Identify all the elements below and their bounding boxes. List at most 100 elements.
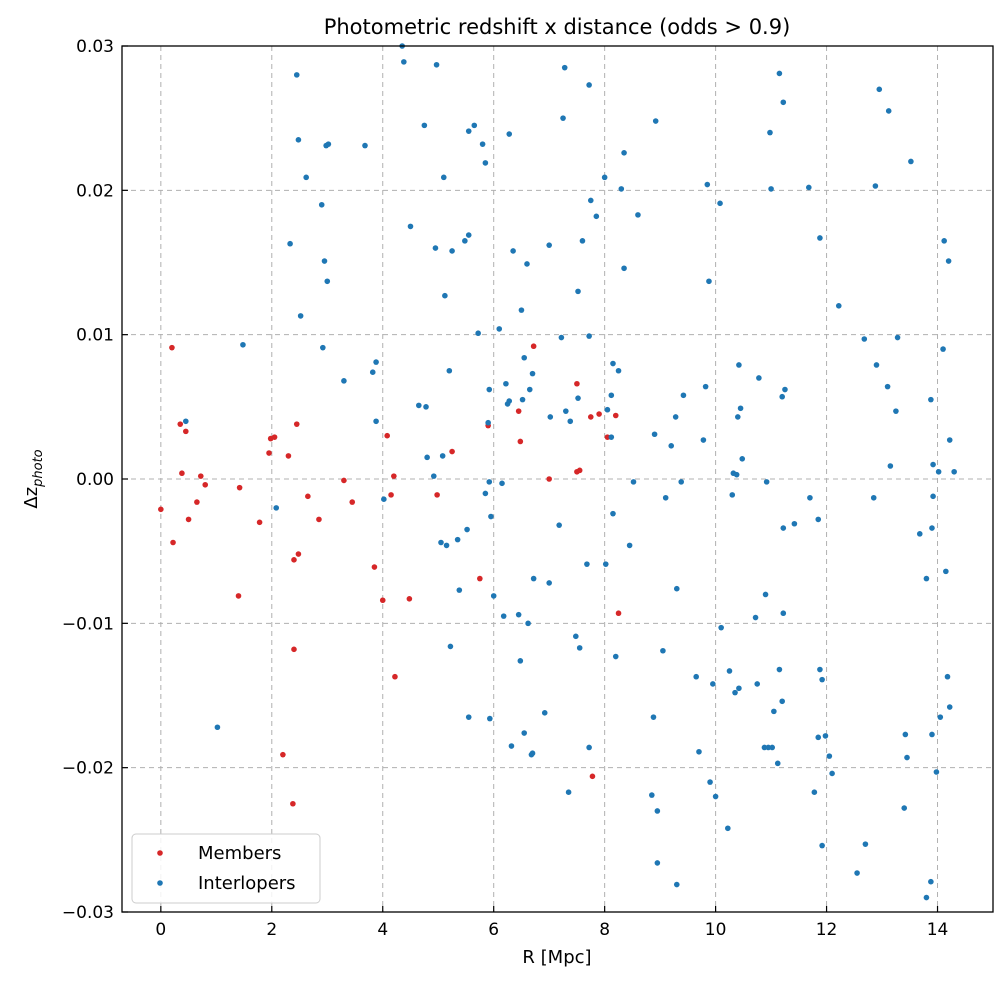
scatter-point bbox=[369, 369, 376, 375]
grid bbox=[122, 46, 993, 912]
scatter-point bbox=[271, 434, 278, 440]
scatter-point bbox=[887, 463, 894, 469]
scatter-point bbox=[421, 122, 428, 129]
y-tick-label: −0.02 bbox=[62, 759, 114, 779]
scatter-point bbox=[341, 477, 347, 484]
scatter-point bbox=[817, 235, 823, 241]
scatter-point bbox=[406, 595, 413, 602]
scatter-point bbox=[673, 881, 680, 888]
scatter-point bbox=[946, 704, 953, 710]
scatter-point bbox=[236, 484, 243, 491]
y-tick-label: 0.00 bbox=[76, 470, 114, 490]
scatter-point bbox=[923, 894, 930, 901]
scatter-point bbox=[574, 380, 580, 387]
scatter-point bbox=[729, 492, 736, 498]
scatter-point bbox=[650, 714, 657, 720]
axis-ticks: 0 2 4 6 8 10 12 14 −0.03 −0.02 −0.01 0.00 0.01 0.02 0.… bbox=[62, 37, 948, 940]
scatter-point bbox=[290, 800, 296, 807]
scatter-point bbox=[170, 539, 176, 546]
scatter-point bbox=[185, 516, 192, 523]
legend-box bbox=[131, 833, 321, 904]
scatter-point bbox=[182, 418, 189, 425]
scatter-point bbox=[602, 561, 609, 567]
scatter-point bbox=[440, 174, 447, 181]
scatter-point bbox=[384, 432, 390, 439]
scatter-point bbox=[612, 412, 619, 419]
scatter-point bbox=[177, 421, 184, 427]
scatter-point bbox=[434, 492, 440, 498]
scatter-point bbox=[586, 333, 592, 339]
scatter-point bbox=[928, 396, 934, 403]
scatter-point bbox=[630, 479, 637, 485]
scatter-point bbox=[754, 681, 761, 687]
legend: Members Interlopers bbox=[131, 833, 321, 904]
scatter-point bbox=[780, 99, 787, 106]
scatter-point bbox=[862, 841, 869, 847]
scatter-point bbox=[407, 223, 414, 230]
scatter-point bbox=[736, 362, 742, 368]
scatter-point bbox=[943, 568, 949, 575]
scatter-point bbox=[510, 248, 516, 254]
scatter-point bbox=[515, 611, 522, 618]
scatter-point bbox=[517, 438, 524, 445]
scatter-point bbox=[579, 238, 586, 244]
data-points bbox=[158, 43, 957, 901]
scatter-point bbox=[446, 367, 453, 374]
scatter-point bbox=[291, 646, 297, 653]
scatter-point bbox=[870, 494, 877, 501]
scatter-point bbox=[293, 421, 300, 427]
scatter-point bbox=[482, 160, 489, 166]
scatter-point bbox=[293, 72, 300, 78]
scatter-point bbox=[702, 383, 709, 390]
scatter-point bbox=[556, 522, 562, 528]
scatter-point bbox=[291, 557, 297, 563]
scatter-point bbox=[662, 494, 669, 501]
scatter-point bbox=[438, 539, 444, 546]
scatter-point bbox=[471, 122, 478, 129]
scatter-point bbox=[465, 714, 472, 720]
scatter-point bbox=[482, 490, 489, 497]
scatter-point bbox=[462, 238, 468, 244]
scatter-point bbox=[930, 493, 936, 500]
x-tick-label: 4 bbox=[377, 920, 388, 940]
scatter-point bbox=[287, 240, 293, 247]
scatter-point bbox=[944, 673, 951, 680]
scatter-point bbox=[712, 793, 719, 800]
scatter-point bbox=[586, 744, 592, 751]
legend-marker-members bbox=[157, 850, 163, 856]
x-axis-label: R [Mpc] bbox=[522, 947, 591, 968]
scatter-point bbox=[604, 406, 611, 413]
scatter-point bbox=[826, 753, 833, 759]
y-axis-label: Δzphoto bbox=[21, 449, 46, 508]
scatter-point bbox=[861, 336, 868, 342]
scatter-point bbox=[381, 496, 387, 503]
scatter-point bbox=[447, 643, 454, 650]
scatter-point bbox=[615, 367, 622, 374]
scatter-point bbox=[285, 453, 292, 459]
scatter-point bbox=[488, 513, 494, 520]
scatter-point bbox=[884, 383, 891, 390]
scatter-point bbox=[762, 591, 769, 598]
scatter-point bbox=[295, 137, 302, 143]
scatter-point bbox=[885, 108, 892, 114]
scatter-point bbox=[829, 770, 835, 777]
scatter-point bbox=[776, 666, 783, 673]
scatter-point bbox=[811, 789, 818, 796]
scatter-point bbox=[621, 150, 627, 156]
series-interlopers bbox=[182, 43, 957, 901]
scatter-point bbox=[506, 131, 513, 137]
scatter-point bbox=[256, 519, 263, 526]
scatter-point bbox=[379, 597, 386, 604]
scatter-point bbox=[608, 392, 615, 399]
scatter-point bbox=[273, 505, 280, 511]
scatter-point bbox=[546, 580, 552, 586]
scatter-point bbox=[179, 470, 185, 477]
scatter-point bbox=[297, 313, 304, 319]
scatter-point bbox=[763, 479, 770, 485]
scatter-point bbox=[946, 437, 953, 443]
scatter-point bbox=[305, 493, 311, 500]
scatter-point bbox=[475, 330, 481, 337]
y-axis-label-main: Δz bbox=[21, 487, 42, 509]
scatter-point bbox=[601, 174, 608, 181]
scatter-point bbox=[456, 587, 463, 593]
